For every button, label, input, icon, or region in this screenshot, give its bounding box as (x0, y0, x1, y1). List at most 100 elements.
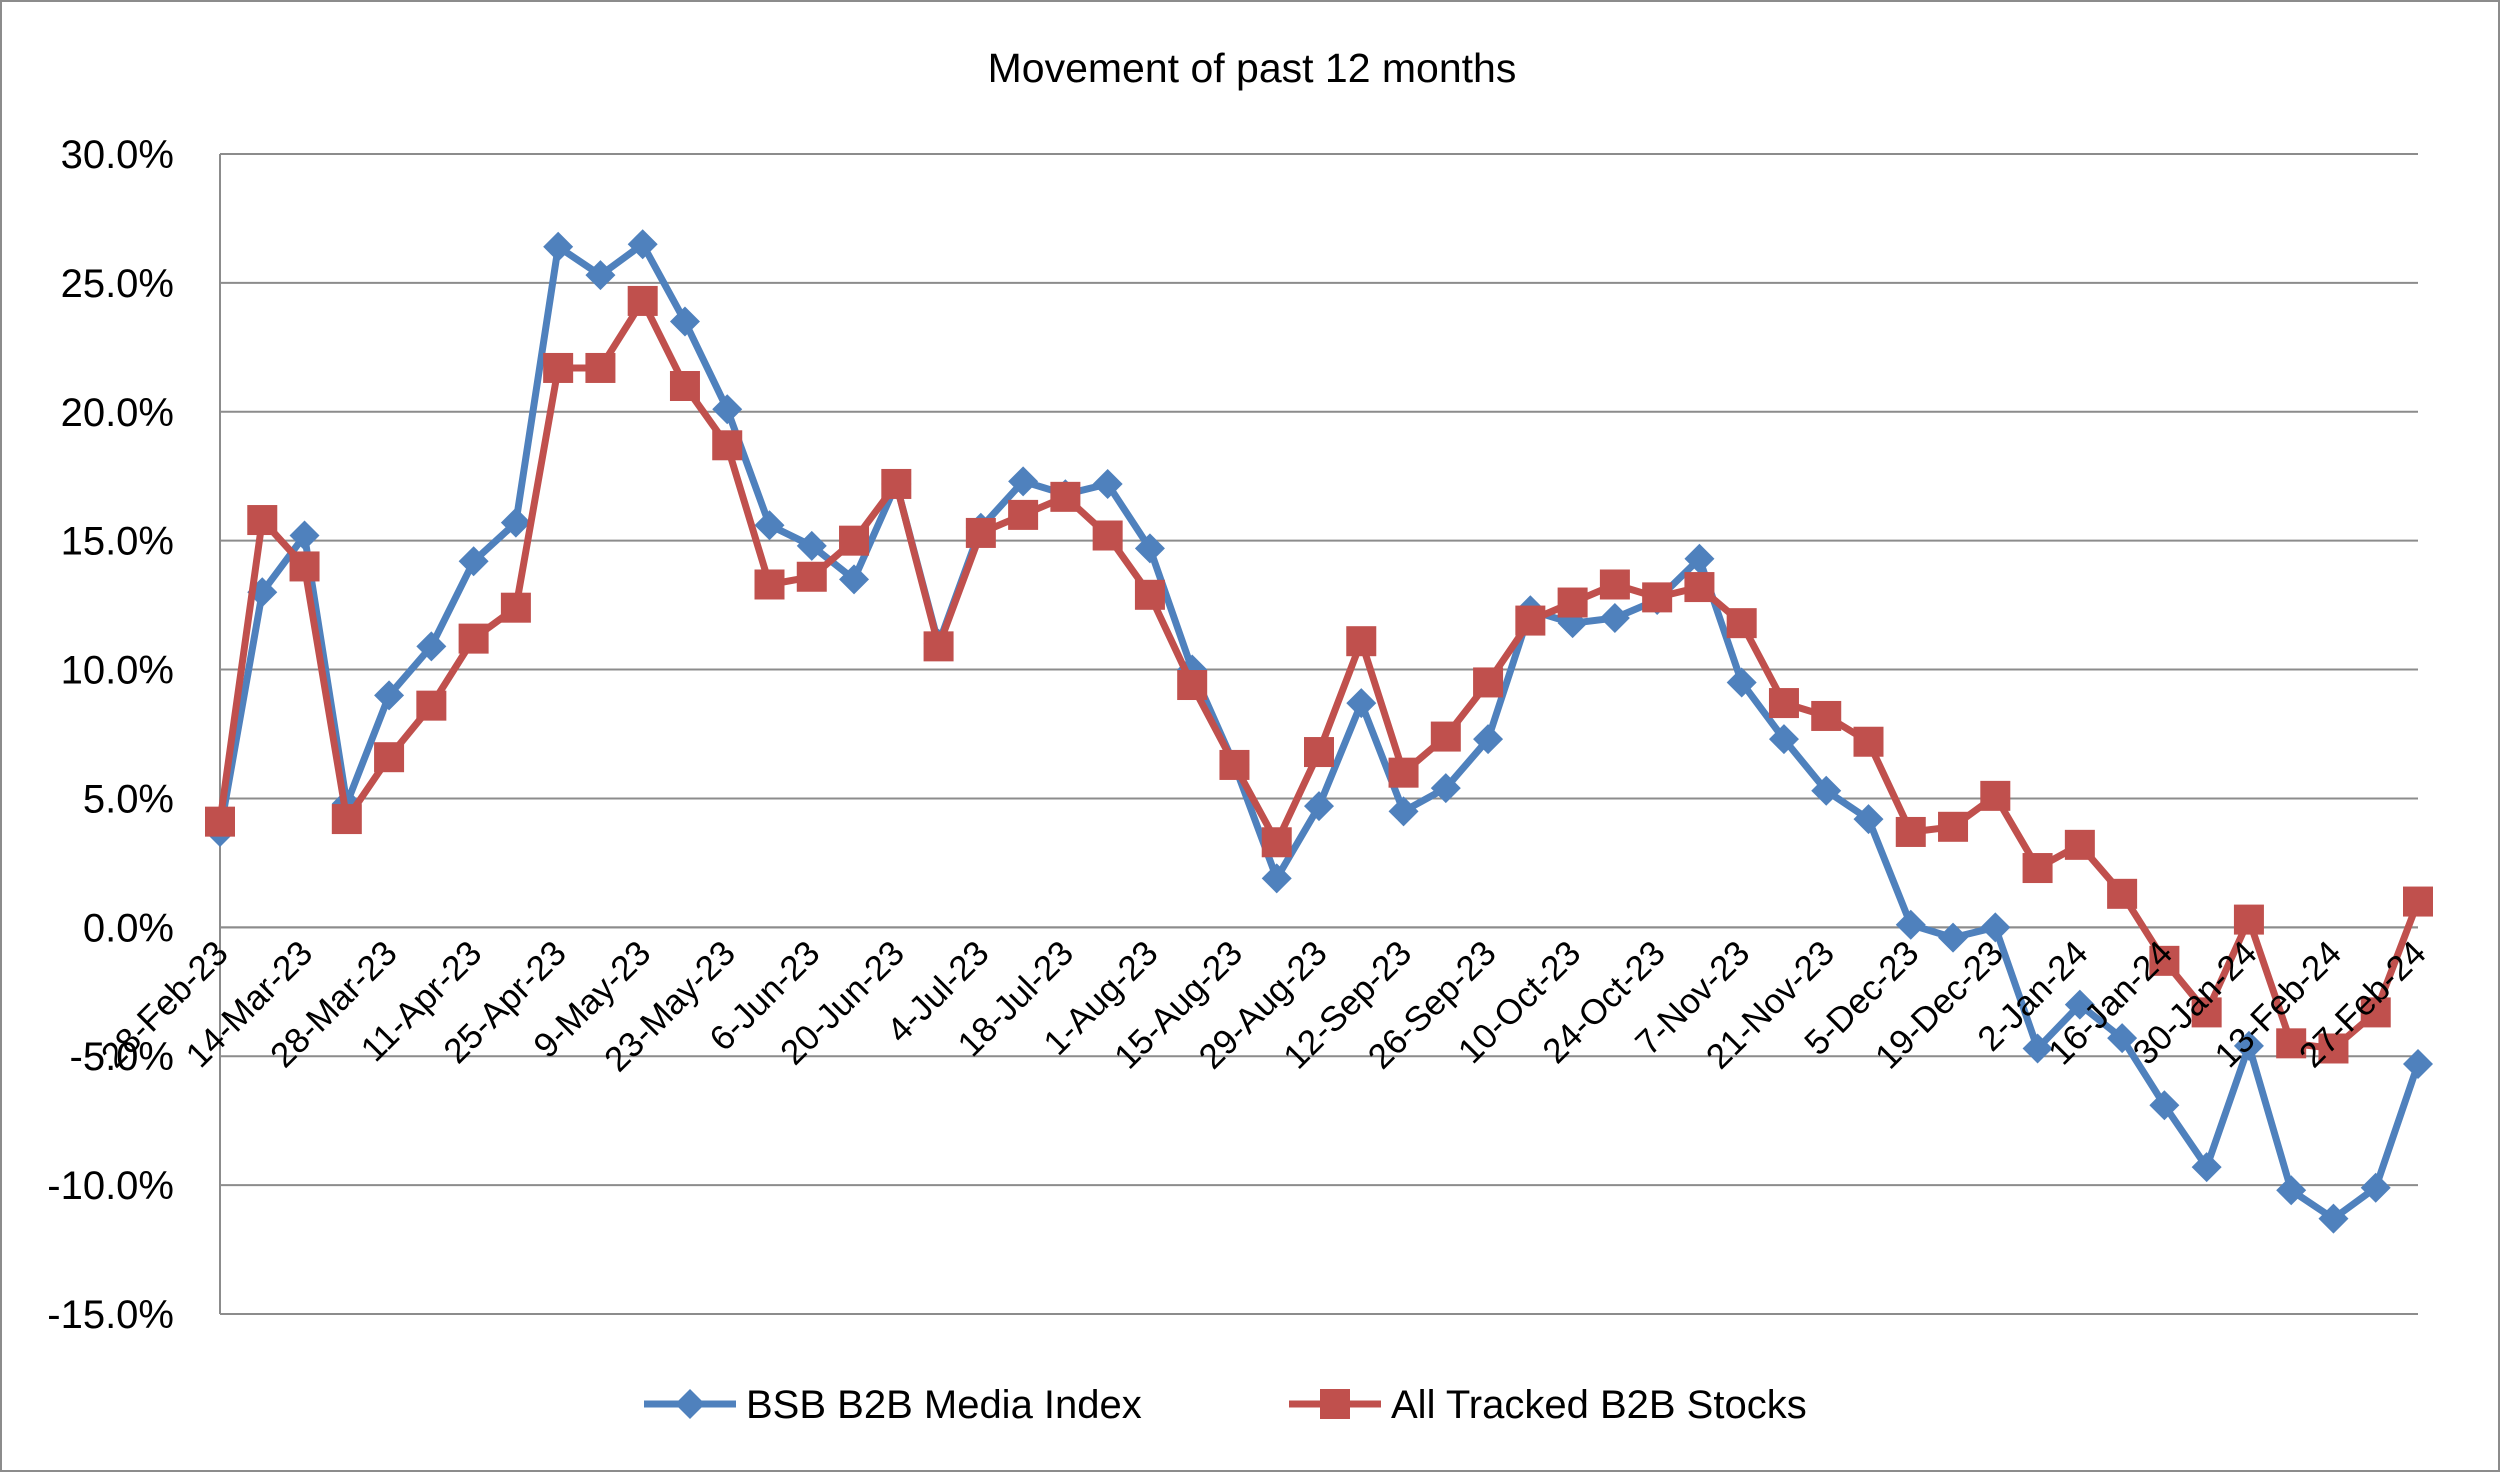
legend: BSB B2B Media Index All Tracked B2B Stock… (644, 1383, 1807, 1427)
data-point (712, 394, 743, 425)
data-point (1980, 780, 2011, 811)
y-tick-label: 0.0% (83, 906, 174, 950)
data-point (374, 680, 405, 711)
data-point (627, 285, 658, 316)
data-point (2233, 1030, 2264, 1061)
data-point (2107, 1023, 2138, 1054)
data-point (1642, 582, 1673, 613)
data-point (1473, 667, 1504, 698)
series-0 (205, 229, 2433, 1234)
legend-marker (1320, 1389, 1350, 1419)
series-line (216, 240, 2422, 1223)
data-point (331, 804, 362, 835)
data-point (1980, 912, 2011, 943)
data-point (2191, 997, 2222, 1028)
data-point (289, 551, 320, 582)
data-point (1515, 605, 1546, 636)
data-point (1092, 520, 1123, 551)
data-point (2318, 1203, 2349, 1234)
data-point (1346, 688, 1377, 719)
data-point (1811, 700, 1842, 731)
data-point (1430, 773, 1461, 804)
data-point (627, 229, 658, 260)
data-point (923, 631, 954, 662)
data-point (2233, 904, 2264, 935)
data-point (754, 569, 785, 600)
y-tick-label: -5.0% (70, 1035, 175, 1079)
y-tick-label: 25.0% (61, 262, 174, 306)
data-point (1726, 667, 1757, 698)
data-point (1473, 724, 1504, 755)
data-point (669, 306, 700, 337)
data-point (1177, 670, 1208, 701)
y-tick-label: 15.0% (61, 520, 174, 564)
data-point (1853, 726, 1884, 757)
data-point (247, 505, 278, 536)
data-point (374, 742, 405, 773)
series-line (216, 297, 2422, 1052)
data-point (205, 806, 235, 837)
legend-item: BSB B2B Media Index (644, 1383, 1142, 1427)
data-point (1853, 804, 1884, 835)
data-point (2064, 989, 2095, 1020)
data-point (839, 564, 870, 595)
data-point (1219, 749, 1250, 780)
data-point (2318, 1033, 2349, 1064)
data-point (543, 231, 574, 262)
y-tick-label: -10.0% (47, 1164, 174, 1208)
gridlines (220, 153, 2418, 1315)
data-point (712, 430, 743, 461)
data-point (1599, 603, 1630, 633)
y-tick-label: 30.0% (61, 133, 174, 177)
data-series (205, 229, 2433, 1234)
data-point (1261, 827, 1292, 858)
chart-title: Movement of past 12 months (988, 45, 1517, 91)
data-point (1134, 533, 1165, 564)
data-point (1768, 724, 1799, 755)
data-point (2022, 1033, 2053, 1064)
data-point (1895, 909, 1926, 940)
data-point (1684, 572, 1715, 603)
data-point (881, 468, 912, 499)
data-point (500, 507, 531, 538)
series-1 (205, 285, 2433, 1064)
data-point (416, 631, 447, 662)
y-tick-label: 20.0% (61, 391, 174, 435)
legend-marker (675, 1389, 705, 1419)
data-point (500, 592, 531, 623)
y-axis-tick-labels: 30.0% 25.0% 20.0% 15.0% 10.0% 5.0% 0.0% -5.0% -1… (47, 133, 174, 1337)
data-point (2360, 1172, 2391, 1203)
data-point (1768, 688, 1799, 719)
data-point (2403, 1048, 2433, 1079)
data-point (2149, 945, 2180, 976)
data-point (796, 530, 827, 561)
data-point (1811, 775, 1842, 806)
data-point (1895, 816, 1926, 847)
data-point (2107, 878, 2138, 909)
data-point (1388, 757, 1419, 788)
data-point (796, 561, 827, 592)
data-point (1557, 587, 1588, 618)
data-point (1684, 543, 1715, 574)
legend-label: All Tracked B2B Stocks (1391, 1383, 1807, 1427)
data-point (754, 510, 785, 541)
data-point (1261, 863, 1292, 894)
data-point (1599, 569, 1630, 600)
data-point (289, 520, 320, 551)
data-point (2149, 1090, 2180, 1121)
legend-item: All Tracked B2B Stocks (1289, 1383, 1807, 1427)
y-tick-label: 10.0% (61, 649, 174, 693)
data-point (1050, 481, 1081, 512)
data-point (2022, 853, 2053, 884)
legend-label: BSB B2B Media Index (746, 1383, 1142, 1427)
data-point (1430, 721, 1461, 752)
data-point (2276, 1175, 2307, 1206)
data-point (458, 623, 489, 654)
data-point (2191, 1152, 2222, 1183)
data-point (1008, 466, 1039, 497)
data-point (1726, 608, 1757, 639)
axes (219, 154, 2418, 1314)
data-point (2276, 1028, 2307, 1059)
